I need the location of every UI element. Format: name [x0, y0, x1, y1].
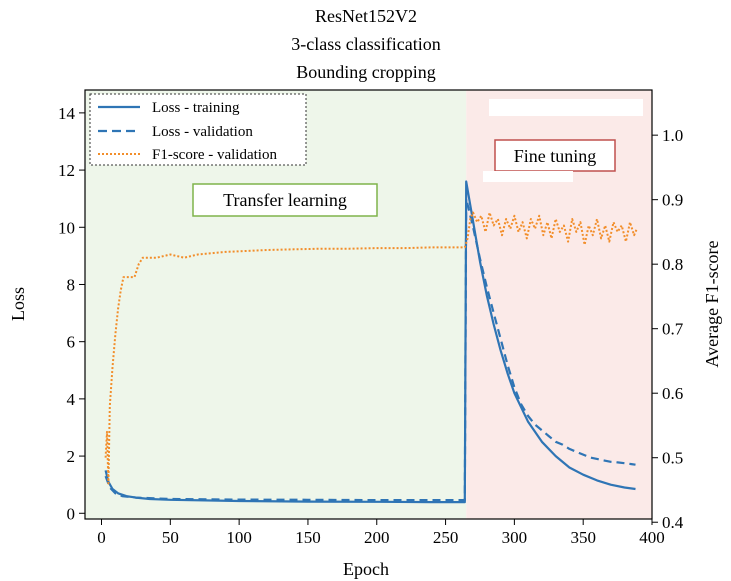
chart-title-line-1: ResNet152V2	[315, 6, 417, 26]
fine-tuning-annotation: Fine tuning	[483, 139, 616, 182]
x-tick-label-2: 100	[226, 528, 252, 547]
y-left-tick-label-6: 12	[58, 161, 75, 180]
x-tick-label-3: 150	[295, 528, 321, 547]
transfer-learning-annotation: Transfer learning	[192, 183, 378, 217]
y-left-tick-label-3: 6	[67, 333, 76, 352]
x-tick-label-1: 50	[162, 528, 179, 547]
legend-label-validation: Loss - validation	[152, 124, 253, 140]
x-tick-label-4: 200	[364, 528, 390, 547]
transfer-learning-box	[192, 183, 378, 217]
x-tick-label-0: 0	[97, 528, 106, 547]
y-right-axis-label: Average F1-score	[702, 240, 722, 367]
legend: Loss - training Loss - validation F1-sco…	[89, 93, 307, 166]
y-right-tick-label-5: 0.9	[662, 191, 683, 210]
y-right-tick-label-6: 1.0	[662, 126, 683, 145]
y-left-tick-label-7: 14	[58, 104, 76, 123]
y-right-tick-label-4: 0.8	[662, 255, 683, 274]
fine-tuning-label: Fine tuning	[514, 146, 597, 166]
legend-label-training: Loss - training	[152, 100, 240, 116]
y-left-tick-label-0: 0	[67, 504, 76, 523]
x-tick-label-6: 300	[502, 528, 528, 547]
x-axis-ticks: 0 50 100 150 200 250 300 350 400	[97, 519, 665, 547]
series-line-1	[104, 197, 636, 502]
y-right-tick-label-2: 0.6	[662, 384, 683, 403]
legend-label-f1: F1-score - validation	[152, 147, 277, 163]
fine-tuning-mask	[483, 171, 573, 182]
y-left-axis-label: Loss	[8, 287, 28, 321]
y-right-tick-label-0: 0.4	[662, 513, 684, 532]
x-tick-label-5: 250	[433, 528, 459, 547]
y-left-tick-label-5: 10	[58, 218, 75, 237]
y-left-axis-ticks: 0 2 4 6 8 10 12 14	[58, 104, 85, 523]
x-tick-label-8: 400	[639, 528, 665, 547]
y-right-tick-label-1: 0.5	[662, 449, 683, 468]
y-left-tick-label-2: 4	[67, 390, 76, 409]
x-tick-label-7: 350	[570, 528, 596, 547]
chart-title-line-2: 3-class classification	[291, 34, 440, 54]
x-axis-label: Epoch	[343, 559, 389, 579]
plot-frame	[84, 89, 653, 520]
y-right-tick-label-3: 0.7	[662, 320, 684, 339]
series-lines	[104, 180, 638, 504]
y-left-tick-label-4: 8	[67, 275, 76, 294]
y-right-axis-ticks: 0.4 0.5 0.6 0.7 0.8 0.9 1.0	[652, 126, 684, 532]
legend-mask-top	[489, 99, 643, 116]
series-line-2	[104, 211, 638, 485]
chart-title-line-3: Bounding cropping	[296, 62, 436, 82]
transfer-learning-label: Transfer learning	[223, 190, 347, 210]
y-left-tick-label-1: 2	[67, 447, 76, 466]
fine-tuning-box	[494, 139, 616, 172]
